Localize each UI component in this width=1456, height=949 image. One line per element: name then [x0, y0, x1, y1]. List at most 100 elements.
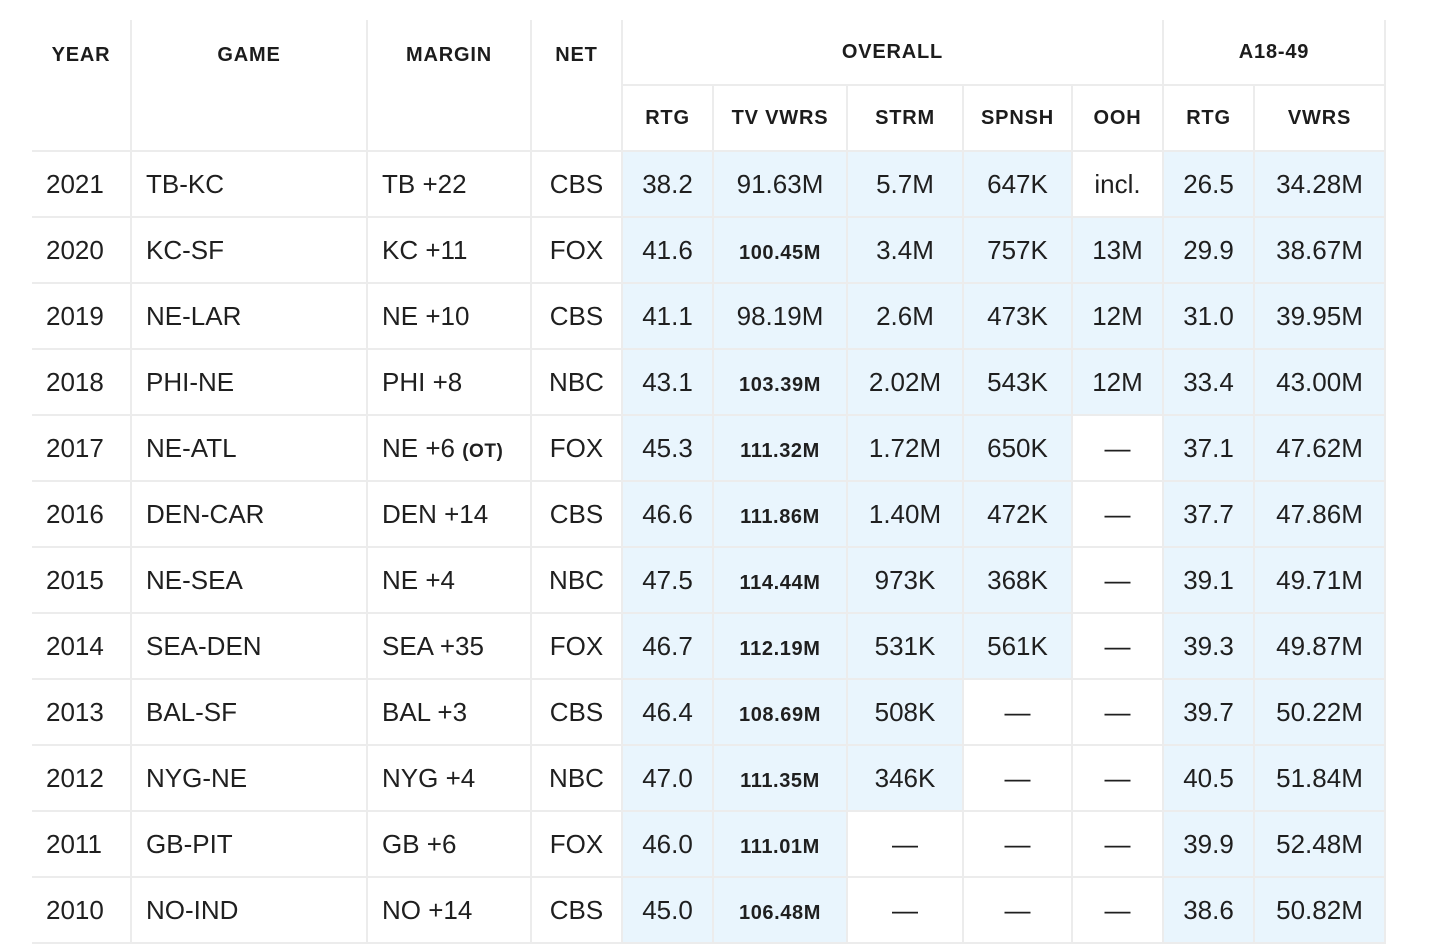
cell-game: NO-IND — [130, 876, 368, 944]
cell-game: PHI-NE — [130, 348, 368, 416]
cell-ooh: 12M — [1071, 348, 1164, 416]
header-a1849: A18-49 — [1162, 20, 1386, 86]
cell-strm: — — [846, 876, 964, 944]
cell-demo-vwrs: 49.87M — [1253, 612, 1386, 680]
header-tv-vwrs: TV VWRS — [712, 84, 848, 152]
cell-demo-vwrs: 47.62M — [1253, 414, 1386, 482]
cell-ooh: incl. — [1071, 150, 1164, 218]
cell-demo-vwrs: 38.67M — [1253, 216, 1386, 284]
cell-game: NE-LAR — [130, 282, 368, 350]
margin-value: NE +4 — [382, 564, 455, 595]
cell-net: FOX — [530, 810, 623, 878]
cell-spnsh: 368K — [962, 546, 1073, 614]
cell-year: 2020 — [32, 216, 132, 284]
cell-strm: 973K — [846, 546, 964, 614]
margin-value: KC +11 — [382, 234, 468, 265]
cell-strm: 2.6M — [846, 282, 964, 350]
cell-demo-rtg: 38.6 — [1162, 876, 1255, 944]
margin-note: (OT) — [462, 440, 504, 462]
cell-margin: NO +14 — [366, 876, 532, 944]
tv-vwrs-value: 91.63M — [736, 168, 824, 199]
table-row: 2018 PHI-NE PHI +8 NBC 43.1 103.39M 2.02M 543K 1… — [32, 348, 1386, 416]
table-row: 2011 GB-PIT GB +6 FOX 46.0 111.01M — — —39.9 52.4… — [32, 810, 1386, 878]
cell-game: GB-PIT — [130, 810, 368, 878]
cell-net: NBC — [530, 348, 623, 416]
cell-demo-rtg: 33.4 — [1162, 348, 1255, 416]
cell-game: KC-SF — [130, 216, 368, 284]
table-row: 2013 BAL-SF BAL +3 CBS 46.4 108.69M 508K — —39.7… — [32, 678, 1386, 746]
cell-game: NE-ATL — [130, 414, 368, 482]
cell-demo-rtg: 39.1 — [1162, 546, 1255, 614]
cell-game: NE-SEA — [130, 546, 368, 614]
tv-vwrs-value: 103.39M — [738, 373, 822, 396]
tv-vwrs-value: 114.44M — [739, 571, 821, 594]
cell-year: 2021 — [32, 150, 132, 218]
table-body: 2021 TB-KC TB +22 CBS 38.2 91.63M 5.7M 647K incl… — [32, 150, 1386, 944]
cell-net: CBS — [530, 876, 623, 944]
cell-tv-vwrs: 98.19M — [712, 282, 848, 350]
cell-demo-rtg: 37.7 — [1162, 480, 1255, 548]
header-net: NET — [530, 20, 623, 152]
cell-tv-vwrs: 111.32M — [712, 414, 848, 482]
cell-strm: 1.40M — [846, 480, 964, 548]
cell-margin: SEA +35 — [366, 612, 532, 680]
table-row: 2019 NE-LAR NE +10 CBS 41.1 98.19M 2.6M 473K 12M… — [32, 282, 1386, 350]
cell-game: BAL-SF — [130, 678, 368, 746]
cell-demo-rtg: 26.5 — [1162, 150, 1255, 218]
cell-demo-rtg: 40.5 — [1162, 744, 1255, 812]
margin-value: NO +14 — [382, 894, 473, 925]
cell-year: 2011 — [32, 810, 132, 878]
cell-tv-vwrs: 112.19M — [712, 612, 848, 680]
table-row: 2010 NO-IND NO +14 CBS 45.0 106.48M — — —38.6 50.… — [32, 876, 1386, 944]
tv-vwrs-value: 100.45M — [738, 241, 822, 264]
margin-value: BAL +3 — [382, 696, 468, 727]
cell-net: CBS — [530, 282, 623, 350]
cell-demo-vwrs: 51.84M — [1253, 744, 1386, 812]
header-spnsh: SPNSH — [962, 84, 1073, 152]
cell-demo-rtg: 39.7 — [1162, 678, 1255, 746]
cell-demo-rtg: 29.9 — [1162, 216, 1255, 284]
cell-rtg: 46.6 — [621, 480, 714, 548]
table-row: 2017 NE-ATL NE +6 (OT) FOX 45.3 111.32M 1.72M 6… — [32, 414, 1386, 482]
margin-value: DEN +14 — [382, 498, 489, 529]
cell-rtg: 46.4 — [621, 678, 714, 746]
cell-spnsh: 647K — [962, 150, 1073, 218]
header-overall: OVERALL — [621, 20, 1164, 86]
cell-spnsh: — — [962, 744, 1073, 812]
cell-net: NBC — [530, 744, 623, 812]
margin-value: SEA +35 — [382, 630, 484, 661]
header-year: YEAR — [32, 20, 132, 152]
cell-margin: KC +11 — [366, 216, 532, 284]
cell-spnsh: — — [962, 810, 1073, 878]
cell-strm: 1.72M — [846, 414, 964, 482]
cell-demo-vwrs: 43.00M — [1253, 348, 1386, 416]
cell-game: NYG-NE — [130, 744, 368, 812]
cell-margin: GB +6 — [366, 810, 532, 878]
margin-value: NE +10 — [382, 300, 470, 331]
cell-demo-vwrs: 49.71M — [1253, 546, 1386, 614]
cell-game: SEA-DEN — [130, 612, 368, 680]
cell-tv-vwrs: 111.35M — [712, 744, 848, 812]
cell-spnsh: 473K — [962, 282, 1073, 350]
cell-rtg: 46.7 — [621, 612, 714, 680]
cell-net: CBS — [530, 678, 623, 746]
cell-strm: 3.4M — [846, 216, 964, 284]
cell-tv-vwrs: 111.86M — [712, 480, 848, 548]
table-row: 2021 TB-KC TB +22 CBS 38.2 91.63M 5.7M 647K incl… — [32, 150, 1386, 218]
cell-demo-vwrs: 52.48M — [1253, 810, 1386, 878]
table-row: 2020 KC-SF KC +11 FOX 41.6 100.45M 3.4M 757K 13M… — [32, 216, 1386, 284]
cell-margin: PHI +8 — [366, 348, 532, 416]
cell-ooh: — — [1071, 876, 1164, 944]
cell-ooh: — — [1071, 546, 1164, 614]
table-row: 2016 DEN-CAR DEN +14 CBS 46.6 111.86M 1.40M 472… — [32, 480, 1386, 548]
header-strm: STRM — [846, 84, 964, 152]
cell-net: FOX — [530, 414, 623, 482]
cell-strm: 5.7M — [846, 150, 964, 218]
header-margin: MARGIN — [366, 20, 532, 152]
cell-strm: 531K — [846, 612, 964, 680]
cell-ooh: — — [1071, 744, 1164, 812]
cell-year: 2014 — [32, 612, 132, 680]
tv-vwrs-value: 111.32M — [740, 439, 820, 462]
cell-ooh: — — [1071, 810, 1164, 878]
cell-tv-vwrs: 91.63M — [712, 150, 848, 218]
